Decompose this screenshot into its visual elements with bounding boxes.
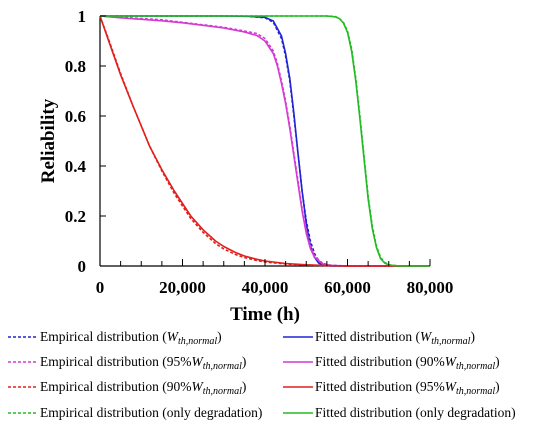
x-tick-label: 60,000	[324, 278, 371, 297]
x-axis-title: Time (h)	[230, 304, 300, 325]
x-tick-label: 40,000	[242, 278, 289, 297]
legend-entry-label: Fitted distribution (90%Wth,normal)	[315, 354, 500, 372]
y-tick-label: 0.2	[65, 207, 86, 226]
y-axis-ticks: 0 0.2 0.4 0.6 0.8 1	[65, 7, 106, 276]
fitted-series-line	[99, 15, 430, 267]
fitted-series-line	[99, 15, 430, 267]
x-tick-label: 80,000	[407, 278, 454, 297]
chart-legend: Empirical distribution (Wth,normal) Fitte…	[8, 329, 516, 420]
empirical-series-line	[100, 15, 430, 267]
x-tick-label: 20,000	[159, 278, 206, 297]
plot-series	[99, 15, 430, 267]
legend-entry-label: Fitted distribution (only degradation)	[315, 405, 516, 420]
legend-entry-label: Empirical distribution (95%Wth,normal)	[40, 354, 246, 372]
legend-entry-label: Empirical distribution (only degradation…	[40, 405, 262, 420]
legend-entry-label: Empirical distribution (Wth,normal)	[40, 329, 222, 347]
y-tick-label: 0.4	[65, 157, 87, 176]
legend-entry-label: Empirical distribution (90%Wth,normal)	[40, 379, 246, 397]
empirical-series-line	[99, 15, 430, 267]
fitted-series-line	[100, 15, 430, 267]
y-tick-label: 1	[78, 7, 87, 26]
y-tick-label: 0.8	[65, 57, 86, 76]
empirical-series-line	[99, 15, 430, 267]
y-axis-title: Reliability	[38, 98, 59, 183]
legend-entry-label: Fitted distribution (95%Wth,normal)	[315, 379, 500, 397]
y-tick-label: 0.6	[65, 107, 86, 126]
chart-axes	[99, 16, 430, 267]
fitted-series-line	[100, 15, 430, 267]
legend-entry-label: Fitted distribution (Wth,normal)	[315, 329, 475, 347]
y-tick-label: 0	[78, 257, 87, 276]
empirical-series-line	[100, 15, 430, 267]
x-tick-label: 0	[96, 278, 105, 297]
x-axis-ticks: 0 20,000 40,000 60,000 80,000	[96, 259, 454, 297]
